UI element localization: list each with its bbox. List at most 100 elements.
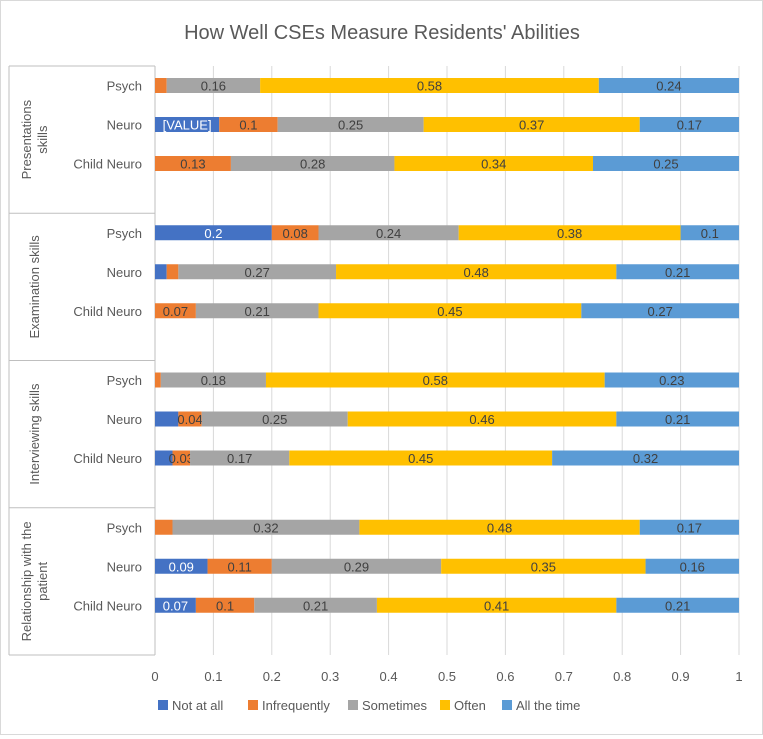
bar-segment (552, 450, 739, 466)
data-label: 0.21 (303, 598, 328, 613)
group-label: Presentationsskills (19, 99, 50, 179)
bar-segment (639, 519, 739, 535)
x-tick-label: 0.5 (438, 669, 456, 684)
bar-segment (172, 519, 360, 535)
data-label: 0.32 (253, 520, 278, 535)
data-label: 0.16 (201, 79, 226, 94)
legend: Not at all Infrequently Sometimes Often All … (158, 698, 580, 713)
legend-label: Often (454, 698, 486, 713)
bar-segment (598, 78, 739, 93)
bar-segment (277, 117, 424, 132)
category-labels: Presentationsskills Psych Neuro Child Neuro… (19, 79, 142, 642)
legend-swatch (248, 700, 258, 710)
bar-segment (172, 450, 191, 466)
bar-segment (155, 450, 173, 466)
data-label: 0.35 (531, 559, 556, 574)
data-label: 0.24 (656, 79, 681, 94)
bar-segment (441, 558, 646, 574)
bars: 0.16 0.58 0.24 [VALUE] 0.1 0.25 0.37 0.17 0.13 0.… (155, 78, 739, 613)
bar-segment (359, 519, 640, 535)
data-label: 0.17 (677, 520, 702, 535)
data-label: 0.32 (633, 451, 658, 466)
category-label: Psych (107, 79, 142, 94)
legend-swatch (440, 700, 450, 710)
x-tick-label: 1 (735, 669, 742, 684)
data-label: 0.1 (239, 118, 257, 133)
bar-segment (230, 156, 395, 171)
data-label: 0.58 (423, 373, 448, 388)
bar-segment (271, 558, 442, 574)
legend-swatch (158, 700, 168, 710)
bar-segment (155, 519, 173, 535)
legend-item: Often (440, 698, 486, 713)
bar-segment (178, 264, 337, 280)
bar-segment (581, 303, 739, 319)
legend-swatch (348, 700, 358, 710)
data-label: 0.45 (437, 304, 462, 319)
bar-segment (219, 117, 278, 132)
data-label: 0.58 (417, 79, 442, 94)
group-label: Examination skills (27, 235, 42, 339)
bar-segment (155, 558, 208, 574)
x-tick-label: 0.4 (380, 669, 398, 684)
data-label: 0.16 (680, 559, 705, 574)
bar-segment (155, 225, 272, 241)
bar-segment (616, 411, 739, 427)
data-label: 0.1 (216, 598, 234, 613)
data-label: 0.08 (283, 226, 308, 241)
legend-item: Not at all (158, 698, 223, 713)
bar-segment (680, 225, 739, 241)
bar-segment (616, 597, 739, 613)
x-tick-label: 0.8 (613, 669, 631, 684)
data-label: 0.25 (262, 412, 287, 427)
x-tick-label: 0.6 (496, 669, 514, 684)
data-label: 0.21 (665, 598, 690, 613)
x-tick-label: 0.7 (555, 669, 573, 684)
x-tick-label: 0.2 (263, 669, 281, 684)
bar-segment (423, 117, 640, 132)
legend-item: Sometimes (348, 698, 428, 713)
data-label: 0.45 (408, 451, 433, 466)
data-label: 0.07 (163, 304, 188, 319)
x-tick-label: 0 (151, 669, 158, 684)
legend-swatch (502, 700, 512, 710)
data-label: 0.17 (677, 118, 702, 133)
data-label: 0.18 (201, 373, 226, 388)
data-label: 0.41 (484, 598, 509, 613)
data-label: 0.13 (180, 157, 205, 172)
bar-segment (604, 372, 739, 388)
data-label: 0.29 (344, 559, 369, 574)
bar-segment (178, 411, 202, 427)
x-tick-label: 0.1 (204, 669, 222, 684)
bar-segment (271, 225, 319, 241)
x-axis-ticks: 0 0.1 0.2 0.3 0.4 0.5 0.6 0.7 0.8 0.9 1 (151, 669, 742, 684)
data-label: 0.28 (300, 157, 325, 172)
data-label: 0.21 (245, 304, 270, 319)
bar-segment (160, 372, 266, 388)
legend-item: All the time (502, 698, 580, 713)
data-label: 0.17 (227, 451, 252, 466)
bar-segment (254, 597, 377, 613)
category-label: Psych (107, 520, 142, 535)
data-label: 0.07 (163, 598, 188, 613)
chart-title: How Well CSEs Measure Residents' Abiliti… (184, 22, 580, 44)
bar-segment (155, 303, 196, 319)
bar-segment (645, 558, 739, 574)
category-label: Psych (107, 226, 142, 241)
data-label: 0.27 (648, 304, 673, 319)
bar-segment (166, 264, 179, 280)
legend-label: All the time (516, 698, 580, 713)
bar-segment (289, 450, 553, 466)
category-label: Neuro (107, 118, 142, 133)
data-label: 0.21 (665, 412, 690, 427)
group-label: Relationship with thepatient (19, 521, 50, 641)
bar-segment (336, 264, 617, 280)
bar-segment (458, 225, 681, 241)
bar-segment (616, 264, 739, 280)
bar-segment (394, 156, 593, 171)
data-label: 0.04 (177, 412, 202, 427)
bar-segment (207, 558, 272, 574)
bar-segment (195, 597, 255, 613)
